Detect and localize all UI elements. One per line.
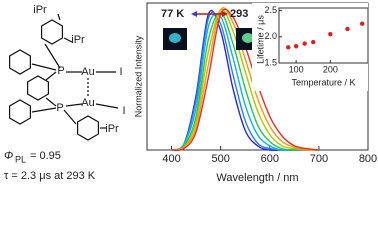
y-tick-label: 1.5 (264, 57, 277, 67)
point (359, 21, 365, 26)
y-axis-label: Normalized Intensity (133, 35, 143, 117)
ring (40, 19, 64, 45)
emission-curve (171, 8, 319, 151)
point (328, 31, 333, 37)
emission-curve (171, 12, 319, 151)
photo-glow (169, 33, 181, 43)
x-tick-label: 200 (323, 64, 338, 74)
x-axis-label: Wavelength / nm (216, 172, 298, 184)
point (302, 41, 307, 46)
ring (27, 75, 50, 101)
x-tick-label: 400 (162, 153, 180, 165)
inset-chart: 1.5 2.0 2.5 100 200 Temperature / K Lifetime /… (252, 3, 369, 91)
point (293, 44, 299, 49)
bond (95, 103, 119, 109)
arrow-head (222, 11, 228, 17)
main-chart: 400 500 600 700 800 Wavelength / nm Normalized… (133, 2, 377, 184)
x-tick-label: 500 (211, 153, 229, 165)
bond (45, 71, 57, 81)
x-tick-label: 800 (359, 153, 377, 165)
point (311, 39, 316, 45)
inset-frame (278, 7, 369, 64)
bond (31, 107, 57, 113)
photo-glow (242, 33, 254, 43)
bond (44, 43, 61, 69)
atom-label: iPr (33, 4, 47, 16)
y-tick-label: 2.5 (264, 5, 277, 15)
arrow-head (191, 11, 197, 17)
phi-value: = 0.95 (30, 150, 61, 162)
phi-subscript: PL (15, 154, 26, 164)
ring (9, 49, 31, 75)
x-tick-label: 600 (261, 153, 279, 165)
atom-label: iPr (71, 34, 85, 46)
y-axis-label: Lifetime / μs (255, 15, 265, 64)
bond (57, 13, 61, 21)
phi-symbol: Φ (4, 150, 13, 162)
point (345, 26, 350, 32)
page: {"structure": {"labels": ["iPr", "iPr", … (4, 2, 378, 184)
atom-label: Au (81, 97, 94, 109)
x-tick-label: 100 (289, 64, 304, 74)
bond (45, 97, 57, 107)
bond (65, 103, 83, 107)
point (286, 45, 291, 50)
ring (76, 115, 100, 141)
x-tick-label: 700 (310, 153, 328, 165)
emission-curve (171, 7, 319, 151)
atom-label: I (122, 105, 125, 117)
annotation-low: 77 K (161, 8, 184, 20)
bond (63, 37, 73, 43)
x-axis-label: Temperature / K (291, 77, 355, 87)
bond (31, 63, 57, 71)
atom-label: P (56, 102, 63, 114)
bond (63, 109, 77, 125)
tau-text: τ = 2.3 μs at 293 K (4, 170, 96, 182)
ring (9, 99, 31, 125)
y-tick-label: 2.0 (264, 31, 277, 41)
inset-background (252, 3, 368, 91)
atom-label: iPr (105, 123, 119, 135)
atom-label: P (57, 65, 64, 77)
atom-label: I (119, 66, 122, 78)
atom-label: Au (81, 66, 94, 78)
